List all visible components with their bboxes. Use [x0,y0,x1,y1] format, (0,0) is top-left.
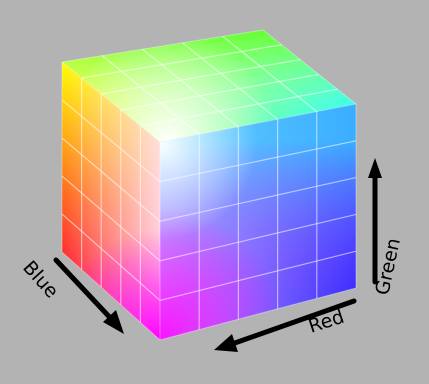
top-face-grid-line [140,88,338,127]
left-face-grid-line [61,137,161,222]
left-face-grid-line [61,175,161,262]
cube-edge [61,61,161,143]
cube-edge [262,29,357,105]
front-face-grid-line [159,250,357,301]
left-face-grid-line [61,99,161,183]
top-face-grid-line [101,59,301,95]
front-face-grid-line [159,213,357,262]
cube-edge [61,251,161,341]
top-face-grid-line [101,55,200,135]
top-face-grid-line [142,48,239,128]
blue-axis-arrow [53,257,124,334]
left-face-grid-line [61,213,161,301]
front-face-grid-line [159,140,357,183]
cube-left-face [62,62,160,340]
top-face-grid-line [182,42,278,120]
cube-edge [61,29,264,63]
top-face-grid-line [120,73,319,111]
cube-front-face [160,104,356,340]
red-axis-arrow [214,298,357,352]
cube-top-face [62,30,356,142]
top-face-grid-line [81,44,282,79]
front-face-grid-line [159,177,357,222]
top-face-grid-line [222,35,318,113]
cube-grid-lines [61,29,357,341]
cube-edge [159,103,357,143]
cube-edge [159,287,357,341]
green-axis-arrow [368,158,382,285]
